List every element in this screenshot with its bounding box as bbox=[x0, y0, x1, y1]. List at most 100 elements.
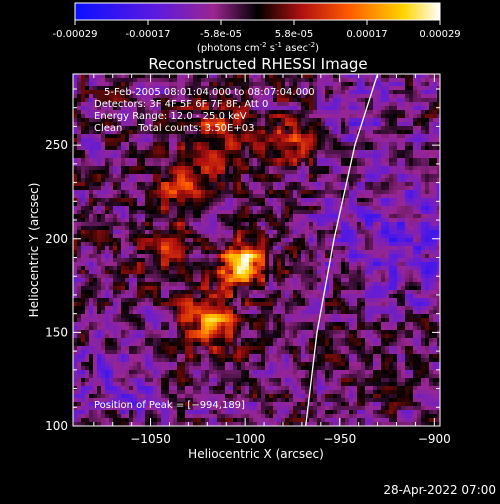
heatmap-cell bbox=[229, 198, 234, 203]
heatmap-cell bbox=[301, 150, 306, 155]
heatmap-cell bbox=[89, 198, 94, 203]
heatmap-cell bbox=[269, 150, 274, 155]
heatmap-cell bbox=[281, 214, 286, 219]
heatmap-cell bbox=[81, 162, 86, 167]
heatmap-cell bbox=[361, 270, 366, 275]
heatmap-cell bbox=[317, 110, 322, 115]
heatmap-cell bbox=[105, 278, 110, 283]
heatmap-cell bbox=[385, 214, 390, 219]
heatmap-cell bbox=[309, 130, 314, 135]
heatmap-cell bbox=[369, 246, 374, 251]
heatmap-cell bbox=[177, 74, 182, 79]
heatmap-cell bbox=[313, 118, 318, 123]
heatmap-cell bbox=[189, 254, 194, 259]
heatmap-cell bbox=[141, 262, 146, 267]
heatmap-cell bbox=[297, 190, 302, 195]
heatmap-cell bbox=[361, 190, 366, 195]
heatmap-cell bbox=[409, 170, 414, 175]
heatmap-cell bbox=[225, 246, 230, 251]
heatmap-cell bbox=[133, 78, 138, 83]
heatmap-cell bbox=[97, 274, 102, 279]
heatmap-cell bbox=[361, 202, 366, 207]
heatmap-cell bbox=[253, 158, 258, 163]
heatmap-cell bbox=[173, 218, 178, 223]
heatmap-cell bbox=[121, 214, 126, 219]
heatmap-cell bbox=[405, 106, 410, 111]
heatmap-cell bbox=[293, 266, 298, 271]
heatmap-cell bbox=[157, 202, 162, 207]
heatmap-cell bbox=[437, 110, 442, 115]
heatmap-cell bbox=[85, 122, 90, 127]
heatmap-cell bbox=[189, 266, 194, 271]
heatmap-cell bbox=[81, 222, 86, 227]
heatmap-cell bbox=[245, 78, 250, 83]
heatmap-cell bbox=[145, 214, 150, 219]
heatmap-cell bbox=[245, 202, 250, 207]
heatmap-cell bbox=[377, 278, 382, 283]
heatmap-cell bbox=[289, 74, 294, 79]
heatmap-cell bbox=[101, 266, 106, 271]
heatmap-cell bbox=[285, 114, 290, 119]
heatmap-cell bbox=[97, 258, 102, 263]
heatmap-cell bbox=[381, 182, 386, 187]
heatmap-cell bbox=[73, 158, 78, 163]
heatmap-cell bbox=[137, 166, 142, 171]
heatmap-cell bbox=[377, 246, 382, 251]
heatmap-cell bbox=[345, 246, 350, 251]
heatmap-cell bbox=[417, 106, 422, 111]
heatmap-cell bbox=[213, 186, 218, 191]
heatmap-cell bbox=[117, 250, 122, 255]
heatmap-cell bbox=[185, 262, 190, 267]
heatmap-cell bbox=[205, 230, 210, 235]
heatmap-cell bbox=[401, 246, 406, 251]
heatmap-cell bbox=[181, 178, 186, 183]
heatmap-cell bbox=[205, 258, 210, 263]
heatmap-cell bbox=[269, 246, 274, 251]
heatmap-cell bbox=[161, 238, 166, 243]
heatmap-cell bbox=[121, 186, 126, 191]
heatmap-cell bbox=[197, 266, 202, 271]
heatmap-cell bbox=[137, 266, 142, 271]
heatmap-cell bbox=[157, 194, 162, 199]
heatmap-cell bbox=[433, 194, 438, 199]
heatmap-cell bbox=[133, 214, 138, 219]
heatmap-cell bbox=[213, 74, 218, 79]
heatmap-cell bbox=[321, 234, 326, 239]
heatmap-cell bbox=[197, 154, 202, 159]
heatmap-cell bbox=[349, 218, 354, 223]
heatmap-cell bbox=[181, 246, 186, 251]
heatmap-cell bbox=[157, 258, 162, 263]
heatmap-cell bbox=[397, 254, 402, 259]
heatmap-cell bbox=[245, 74, 250, 79]
heatmap-cell bbox=[181, 242, 186, 247]
heatmap-cell bbox=[381, 74, 386, 79]
heatmap-cell bbox=[289, 170, 294, 175]
heatmap-cell bbox=[313, 238, 318, 243]
heatmap-cell bbox=[345, 138, 350, 143]
heatmap-cell bbox=[369, 150, 374, 155]
heatmap-cell bbox=[85, 170, 90, 175]
heatmap-cell bbox=[217, 178, 222, 183]
heatmap-cell bbox=[297, 222, 302, 227]
heatmap-cell bbox=[137, 254, 142, 259]
heatmap-cell bbox=[85, 174, 90, 179]
heatmap-cell bbox=[209, 138, 214, 143]
heatmap-cell bbox=[345, 210, 350, 215]
heatmap-cell bbox=[377, 118, 382, 123]
heatmap-cell bbox=[365, 174, 370, 179]
heatmap-cell bbox=[109, 134, 114, 139]
heatmap-cell bbox=[405, 186, 410, 191]
heatmap-cell bbox=[337, 122, 342, 127]
heatmap-cell bbox=[253, 206, 258, 211]
heatmap-cell bbox=[293, 234, 298, 239]
heatmap-cell bbox=[189, 286, 194, 291]
heatmap-cell bbox=[93, 82, 98, 87]
heatmap-cell bbox=[193, 78, 198, 83]
heatmap-cell bbox=[189, 222, 194, 227]
heatmap-cell bbox=[269, 130, 274, 135]
heatmap-cell bbox=[201, 274, 206, 279]
heatmap-cell bbox=[405, 138, 410, 143]
heatmap-cell bbox=[261, 210, 266, 215]
heatmap-cell bbox=[397, 282, 402, 287]
heatmap-cell bbox=[381, 274, 386, 279]
